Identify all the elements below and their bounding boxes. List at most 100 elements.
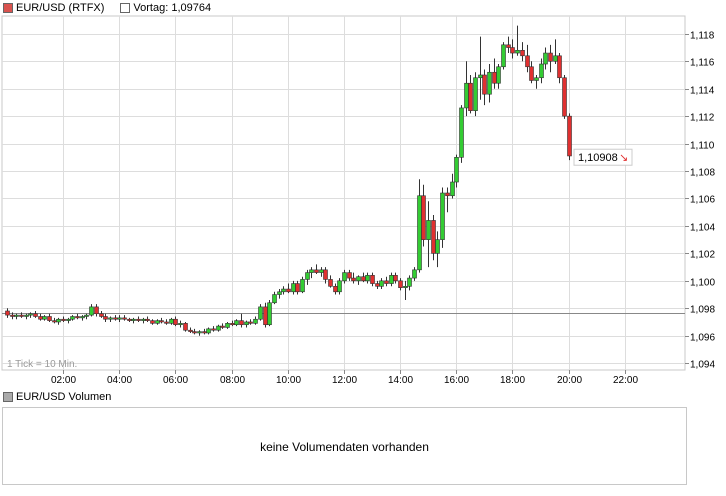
candle-body-up bbox=[24, 314, 29, 317]
candle-body-up bbox=[464, 82, 469, 109]
plot-area bbox=[1, 15, 686, 371]
candle bbox=[66, 317, 71, 324]
y-tick-label: 1,098 bbox=[690, 305, 715, 316]
candle-body-down bbox=[75, 316, 80, 319]
candle bbox=[393, 272, 398, 284]
candle bbox=[482, 69, 487, 106]
candle bbox=[24, 313, 29, 320]
candle bbox=[122, 315, 127, 321]
candle-body-down bbox=[370, 275, 375, 284]
candle bbox=[450, 173, 455, 199]
volume-empty-message: keine Volumendaten vorhanden bbox=[260, 440, 429, 454]
candle-body-down bbox=[113, 317, 118, 320]
candle-body-down bbox=[122, 317, 127, 320]
candle-body-down bbox=[230, 323, 235, 326]
candle-body-down bbox=[94, 306, 99, 315]
candle-body-up bbox=[66, 318, 71, 321]
candle-body-down bbox=[333, 286, 338, 293]
candle-body-down bbox=[150, 320, 155, 324]
candle-body-up bbox=[407, 277, 412, 287]
candle-body-up bbox=[356, 276, 361, 282]
candle bbox=[487, 64, 492, 103]
candle bbox=[248, 319, 253, 325]
legend-series-label: EUR/USD (RTFX) bbox=[16, 2, 105, 14]
y-tick-label: 1,104 bbox=[690, 223, 715, 234]
candle bbox=[539, 58, 544, 84]
candle bbox=[145, 316, 150, 322]
candle-body-down bbox=[323, 269, 328, 280]
candle-body-up bbox=[305, 272, 310, 280]
candle bbox=[435, 231, 440, 268]
candle bbox=[89, 304, 94, 317]
candle-body-up bbox=[42, 316, 47, 320]
candle-body-down bbox=[468, 82, 473, 111]
y-tick-label: 1,106 bbox=[690, 195, 715, 206]
candle bbox=[314, 264, 319, 274]
y-tick-label: 1,102 bbox=[690, 250, 715, 261]
candle bbox=[426, 201, 431, 268]
candle-body-up bbox=[496, 66, 501, 84]
candle bbox=[431, 214, 436, 261]
x-tick-label: 02:00 bbox=[51, 375, 76, 386]
candle bbox=[351, 272, 356, 284]
candle bbox=[117, 315, 122, 322]
candle bbox=[131, 317, 136, 324]
candle-body-down bbox=[361, 276, 366, 282]
candle-body-down bbox=[393, 275, 398, 282]
candle-body-down bbox=[286, 288, 291, 293]
candle bbox=[520, 42, 525, 62]
candle-body-down bbox=[103, 316, 108, 320]
candle-body-up bbox=[141, 318, 146, 321]
candle bbox=[370, 272, 375, 287]
candle bbox=[216, 324, 221, 332]
candles bbox=[5, 25, 572, 336]
candle-body-up bbox=[539, 63, 544, 79]
candle bbox=[197, 330, 202, 336]
candle bbox=[5, 308, 10, 318]
series-swatch-icon bbox=[3, 3, 13, 13]
x-tick-label: 18:00 bbox=[500, 375, 525, 386]
candle bbox=[239, 313, 244, 328]
candle-body-down bbox=[220, 325, 225, 328]
candle bbox=[337, 278, 342, 295]
candle-body-down bbox=[314, 269, 319, 273]
candle bbox=[379, 278, 384, 290]
candle-body-up bbox=[117, 317, 122, 320]
candle bbox=[75, 313, 80, 320]
candle-body-up bbox=[342, 272, 347, 282]
volume-swatch-icon bbox=[3, 392, 13, 402]
candle bbox=[496, 64, 501, 89]
candle-body-up bbox=[253, 318, 258, 324]
candle bbox=[309, 267, 314, 279]
candle-body-up bbox=[277, 291, 282, 295]
y-tick-label: 1,112 bbox=[690, 113, 715, 124]
candle bbox=[80, 315, 85, 321]
candle-body-down bbox=[145, 318, 150, 321]
x-axis: 02:00 04:00 06:00 08:00 10:00 12:00 14:00 16:00… bbox=[51, 370, 638, 386]
candle-body-down bbox=[431, 220, 436, 254]
candle bbox=[234, 319, 239, 327]
y-tick-label: 1,096 bbox=[690, 333, 715, 344]
candle-body-up bbox=[178, 323, 183, 326]
candle-body-down bbox=[5, 310, 10, 316]
candle bbox=[510, 39, 515, 59]
candle-body-up bbox=[225, 323, 230, 328]
candle bbox=[305, 269, 310, 285]
candle-body-up bbox=[403, 286, 408, 288]
x-tick-label: 16:00 bbox=[444, 375, 469, 386]
candle bbox=[323, 267, 328, 284]
candle-body-down bbox=[562, 77, 567, 117]
candle bbox=[103, 313, 108, 322]
candle bbox=[253, 316, 258, 325]
candle-body-up bbox=[84, 314, 89, 317]
candle-body-up bbox=[450, 181, 455, 197]
candle-body-up bbox=[131, 318, 136, 321]
grid-lines bbox=[2, 16, 685, 370]
candle-body-up bbox=[417, 195, 422, 271]
volume-legend: EUR/USD Volumen bbox=[3, 391, 111, 403]
y-tick-label: 1,116 bbox=[690, 58, 715, 69]
candle-body-down bbox=[239, 320, 244, 326]
candle-body-up bbox=[426, 220, 431, 240]
candle-body-up bbox=[534, 77, 539, 81]
candle bbox=[178, 320, 183, 328]
